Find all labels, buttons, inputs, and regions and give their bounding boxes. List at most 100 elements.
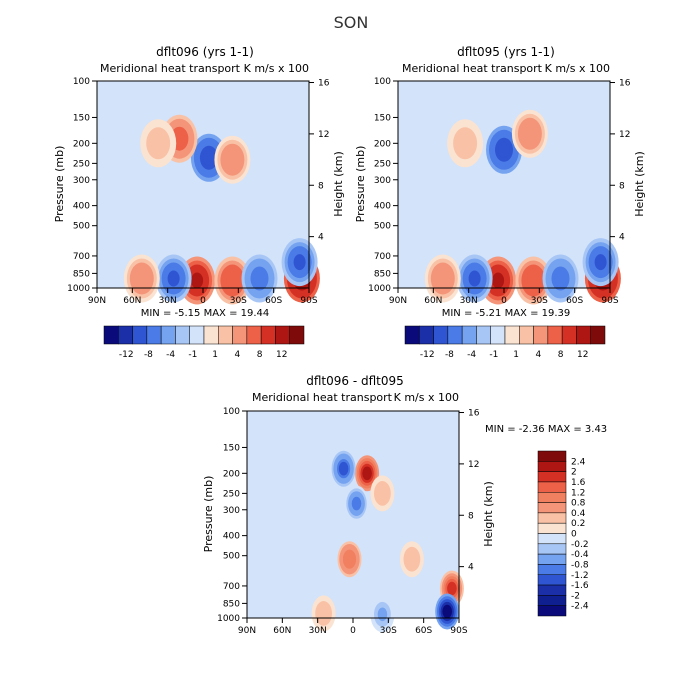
colorbar-swatch xyxy=(419,325,434,345)
panel-subtitle-left: Meridional heat transport xyxy=(402,62,543,75)
y-right-tick-label: 16 xyxy=(468,409,480,419)
y-tick-label: 700 xyxy=(73,252,90,262)
colorbar-swatch xyxy=(260,325,276,345)
field-contour xyxy=(523,125,536,142)
colorbar-label: -4 xyxy=(467,350,476,360)
y-tick-label: 500 xyxy=(374,222,391,232)
y-tick-label: 250 xyxy=(73,159,90,169)
x-tick-label: 0 xyxy=(501,296,507,306)
colorbar-swatch xyxy=(537,595,567,606)
colorbar-label: -12 xyxy=(119,350,134,360)
field-contour xyxy=(202,149,215,166)
y-tick-label: 100 xyxy=(223,407,240,417)
colorbar-label: -1 xyxy=(188,350,197,360)
field-contour xyxy=(436,270,449,287)
x-axis-ticks: 90N 60N 30N 0 30S 60S 90S xyxy=(88,288,318,306)
colorbar-swatch xyxy=(433,325,449,345)
x-tick-label: 60S xyxy=(566,296,583,306)
x-tick-label: 90S xyxy=(601,296,618,306)
colorbar-swatch xyxy=(447,325,463,345)
field-contour xyxy=(191,272,204,289)
y-tick-label: 250 xyxy=(223,489,240,499)
field-contour xyxy=(407,552,417,566)
colorbar-swatch xyxy=(576,325,591,345)
colorbar-label: -2 xyxy=(571,591,580,601)
colorbar-swatch xyxy=(476,325,491,345)
colorbar: 2.421.61.20.80.40.20-0.2-0.4-0.8-1.2-1.6… xyxy=(537,450,589,617)
y-axis-ticks: 100 150 200 250 300 400 500 700 850 1000 xyxy=(67,77,97,294)
colorbar-swatch xyxy=(232,325,248,345)
colorbar-swatch xyxy=(537,533,567,545)
colorbar-swatch xyxy=(537,461,567,472)
field-background xyxy=(398,81,610,288)
y-right-tick-label: 16 xyxy=(619,79,631,89)
colorbar-swatch xyxy=(118,325,133,345)
y-tick-label: 1000 xyxy=(67,284,90,294)
field-contour xyxy=(318,606,329,621)
colorbar-swatch xyxy=(537,564,567,575)
x-tick-label: 0 xyxy=(350,626,356,636)
x-tick-label: 90N xyxy=(238,626,256,636)
y-axis-ticks: 100 150 200 250 300 400 500 700 850 1000 xyxy=(368,77,398,294)
min-max-stats: MIN = -5.15 MAX = 19.44 xyxy=(141,308,270,319)
x-axis-ticks: 90N 60N 30N 0 30S 60S 90S xyxy=(389,288,619,306)
panel-subtitle-right: K m/s x 100 xyxy=(394,391,459,404)
y-axis-label: Pressure (mb) xyxy=(202,476,215,553)
colorbar-label: 1 xyxy=(513,350,519,360)
field-contour xyxy=(498,141,510,158)
field-contour xyxy=(554,270,567,287)
y-axis-label: Pressure (mb) xyxy=(354,146,367,223)
colorbar-label: 8 xyxy=(558,350,564,360)
y-axis-right-label: Height (km) xyxy=(332,151,345,217)
y-tick-label: 150 xyxy=(223,443,240,453)
field-contour xyxy=(173,130,186,147)
field-contour xyxy=(167,270,180,287)
colorbar-label: 0 xyxy=(571,530,577,540)
x-tick-label: 0 xyxy=(200,296,206,306)
colorbar-swatch xyxy=(175,325,190,345)
colorbar-label: 2 xyxy=(571,468,577,478)
x-tick-label: 90S xyxy=(450,626,467,636)
colorbar-swatch xyxy=(537,574,567,586)
colorbar-swatch xyxy=(275,325,290,345)
colorbar-swatch xyxy=(146,325,162,345)
field-contour xyxy=(447,581,457,596)
y-tick-label: 300 xyxy=(374,176,391,186)
colorbar-swatch xyxy=(160,325,176,345)
y-right-tick-label: 12 xyxy=(318,130,329,140)
x-tick-label: 60N xyxy=(424,296,442,306)
field-background xyxy=(97,81,309,288)
y-right-tick-label: 12 xyxy=(619,130,630,140)
panel-dflt096: dflt096 (yrs 1-1) Meridional heat transp… xyxy=(53,45,345,360)
colorbar-label: 1 xyxy=(212,350,218,360)
x-tick-label: 30S xyxy=(380,626,397,636)
colorbar-swatch xyxy=(203,325,219,345)
colorbar-label: 0.4 xyxy=(571,509,586,519)
panel-subtitle-right: K m/s x 100 xyxy=(545,62,610,75)
colorbar-label: 12 xyxy=(577,350,588,360)
colorbar-swatch xyxy=(404,325,420,345)
field-contour xyxy=(293,254,306,271)
y-tick-label: 700 xyxy=(223,582,240,592)
panel-title: dflt096 (yrs 1-1) xyxy=(156,45,254,59)
colorbar-swatch xyxy=(533,325,549,345)
colorbar-label: 4 xyxy=(535,350,541,360)
panel-subtitle-right: K m/s x 100 xyxy=(244,62,309,75)
colorbar-swatch xyxy=(246,325,262,345)
y-tick-label: 400 xyxy=(223,532,240,542)
colorbar-swatch xyxy=(537,471,567,483)
y-right-tick-label: 4 xyxy=(619,233,625,243)
x-tick-label: 90N xyxy=(88,296,106,306)
field-contour xyxy=(226,151,239,168)
x-tick-label: 60S xyxy=(415,626,432,636)
field-contour xyxy=(594,254,607,271)
colorbar-swatch xyxy=(218,325,233,345)
colorbar-swatch xyxy=(537,605,567,617)
x-axis-ticks: 90N 60N 30N 0 30S 60S 90S xyxy=(238,618,468,636)
y-tick-label: 100 xyxy=(73,77,90,87)
panel-subtitle-left: Meridional heat transport xyxy=(252,391,393,404)
min-max-stats: MIN = -2.36 MAX = 3.43 xyxy=(485,424,607,435)
y-tick-label: 850 xyxy=(73,269,90,279)
y-tick-label: 300 xyxy=(73,176,90,186)
colorbar-swatch xyxy=(537,481,567,493)
